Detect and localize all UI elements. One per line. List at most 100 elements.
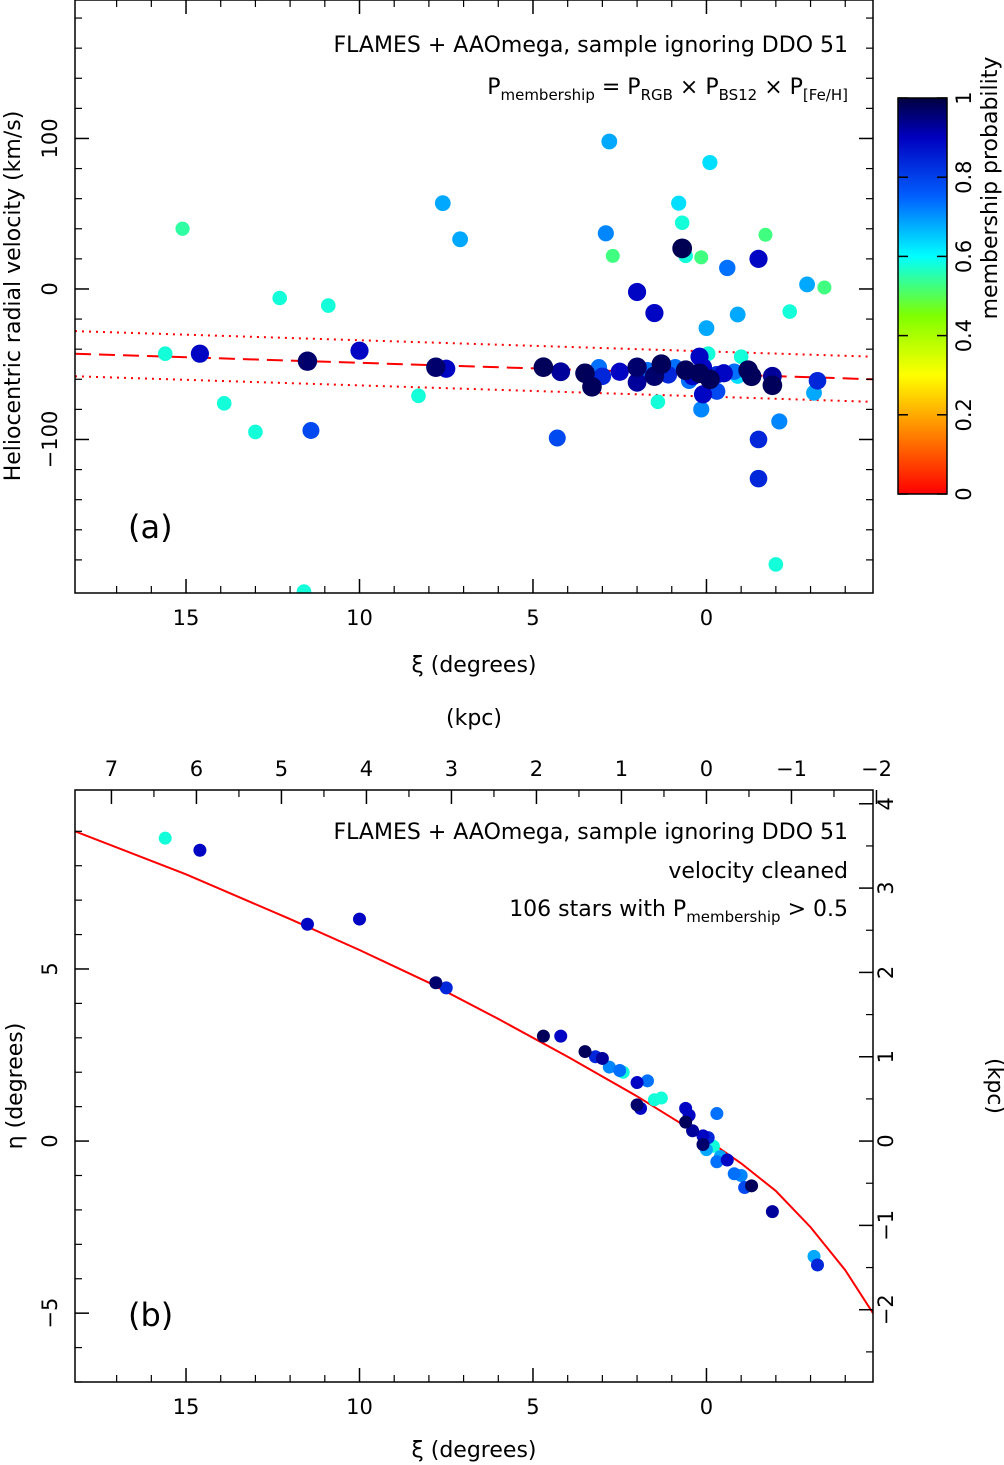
star-point xyxy=(810,1258,824,1272)
star-point xyxy=(686,1124,700,1138)
right-y-tick-label: 4 xyxy=(874,797,898,810)
star-point xyxy=(193,843,207,857)
star-point xyxy=(650,394,666,410)
top-x-tick-label: −1 xyxy=(776,757,807,781)
panel-a-marks xyxy=(75,133,873,593)
star-point xyxy=(272,290,288,306)
star-point xyxy=(610,362,629,381)
star-point xyxy=(439,981,453,995)
star-point xyxy=(411,388,426,404)
right-y-tick-label: −1 xyxy=(874,1210,898,1241)
panel-b-annotation-3: 106 stars with Pmembership > 0.5 xyxy=(509,897,848,926)
y-tick-label: −5 xyxy=(38,1298,62,1329)
star-point xyxy=(799,276,815,293)
star-point xyxy=(426,357,446,377)
y-tick-label: 100 xyxy=(38,118,62,158)
panel-b-frame xyxy=(74,789,874,1383)
star-point xyxy=(694,250,709,265)
top-x-tick-label: 4 xyxy=(360,757,373,781)
star-point xyxy=(762,375,783,396)
x-tick-label: 0 xyxy=(700,1395,713,1419)
orbit-curve xyxy=(75,830,873,1314)
right-y-tick-label: 1 xyxy=(874,1050,898,1063)
star-point xyxy=(698,320,715,337)
star-point xyxy=(679,1115,693,1129)
star-point xyxy=(551,362,571,382)
star-point xyxy=(733,349,749,365)
star-point xyxy=(300,917,314,931)
star-point xyxy=(710,1107,724,1121)
velocity-band-lower xyxy=(75,375,873,403)
y-tick-label: 5 xyxy=(38,962,62,975)
star-point xyxy=(727,1167,741,1181)
star-point xyxy=(627,357,647,377)
panel-b-annotation-2: velocity cleaned xyxy=(668,859,848,884)
star-point xyxy=(782,304,798,319)
star-point xyxy=(434,195,451,212)
colorbar-label: membership probability xyxy=(978,57,1003,320)
star-point xyxy=(702,154,718,171)
x-tick-label: 10 xyxy=(346,606,373,630)
star-point xyxy=(601,133,618,150)
top-x-tick-label: −2 xyxy=(861,757,892,781)
star-point xyxy=(248,424,263,440)
right-y-tick-label: 0 xyxy=(874,1134,898,1147)
star-point xyxy=(693,385,713,404)
star-point xyxy=(533,357,554,378)
colorbar-gradient xyxy=(897,97,948,495)
panel-a-tag: (a) xyxy=(128,508,173,546)
star-point xyxy=(605,248,620,263)
panel-b-top-label: (kpc) xyxy=(446,706,502,731)
star-point xyxy=(765,1205,779,1219)
star-point xyxy=(749,249,768,268)
star-point xyxy=(693,401,710,418)
panel-b-xlabel: ξ (degrees) xyxy=(412,1438,537,1463)
velocity-trend-line xyxy=(75,352,873,381)
star-point xyxy=(320,298,336,313)
star-point xyxy=(674,215,690,231)
x-tick-label: 15 xyxy=(173,606,200,630)
panel-b-right-label: (kpc) xyxy=(982,1058,1004,1114)
star-point xyxy=(350,341,369,360)
star-point xyxy=(554,1029,568,1043)
star-point xyxy=(175,221,190,236)
star-point xyxy=(771,413,788,430)
star-point xyxy=(630,1098,644,1112)
star-point xyxy=(353,912,367,926)
top-x-tick-label: 0 xyxy=(700,757,713,781)
star-point xyxy=(297,351,318,371)
panel-b-ylabel: η (degrees) xyxy=(3,1023,28,1150)
colorbar-tick-label: 0.4 xyxy=(952,319,976,352)
star-point xyxy=(578,1045,592,1059)
panel-a-ylabel: Heliocentric radial velocity (km/s) xyxy=(1,111,26,482)
star-point xyxy=(613,1064,627,1078)
star-point xyxy=(729,306,746,323)
top-x-tick-label: 1 xyxy=(615,757,628,781)
x-tick-label: 5 xyxy=(526,606,539,630)
star-point xyxy=(817,280,832,295)
colorbar-tick-label: 0.2 xyxy=(952,398,976,431)
y-tick-label: −100 xyxy=(38,411,62,469)
star-point xyxy=(190,344,210,363)
star-point xyxy=(536,1029,550,1043)
star-point xyxy=(627,372,647,392)
star-point xyxy=(758,227,773,242)
star-point xyxy=(645,303,664,323)
x-tick-label: 10 xyxy=(346,1395,373,1419)
top-x-tick-label: 7 xyxy=(105,757,118,781)
right-y-tick-label: 2 xyxy=(874,966,898,979)
star-point xyxy=(651,354,672,375)
star-point xyxy=(582,376,602,397)
star-point xyxy=(452,231,469,248)
star-point xyxy=(700,369,720,390)
star-point xyxy=(602,1060,616,1074)
x-tick-label: 5 xyxy=(526,1395,539,1419)
star-point xyxy=(749,430,768,449)
colorbar: 0 0.2 0.4 0.6 0.8 1 membership probability xyxy=(897,57,1003,501)
star-point xyxy=(627,282,647,302)
right-y-tick-label: −2 xyxy=(874,1294,898,1325)
y-tick-label: 0 xyxy=(38,282,62,295)
star-point xyxy=(216,396,232,411)
